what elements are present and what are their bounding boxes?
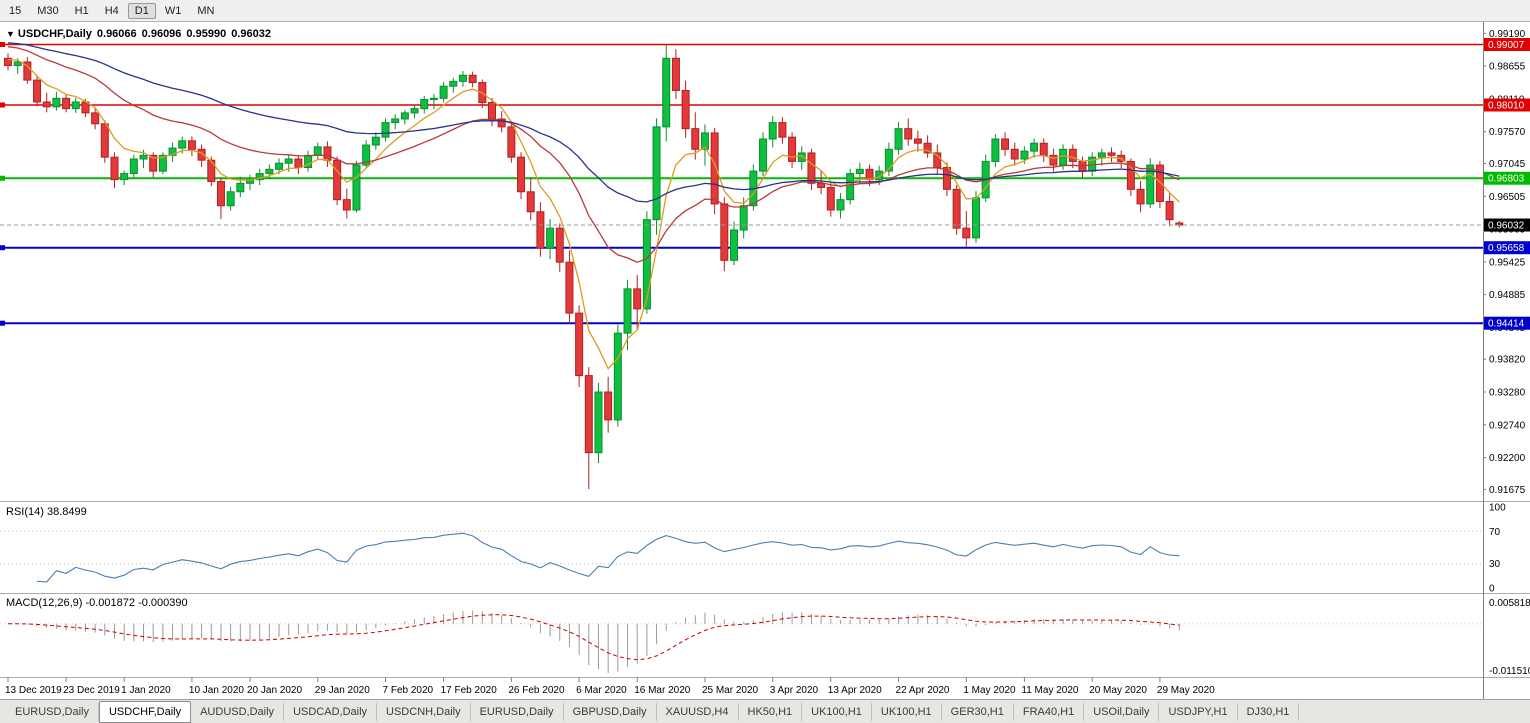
svg-text:1 Jan 2020: 1 Jan 2020 [121,685,171,696]
svg-text:0.93280: 0.93280 [1489,387,1526,398]
svg-text:25 Mar 2020: 25 Mar 2020 [702,685,759,696]
svg-text:13 Dec 2019: 13 Dec 2019 [5,685,62,696]
svg-text:17 Feb 2020: 17 Feb 2020 [441,685,498,696]
svg-text:30: 30 [1489,559,1501,570]
rsi-pane [0,530,1483,583]
symbol-label: USDCHF,Daily [17,28,92,40]
ohlc-close: 0.96032 [231,28,271,40]
timeframe-button-w1[interactable]: W1 [164,4,182,17]
macd-pane [0,610,1483,673]
svg-text:100: 100 [1489,503,1506,514]
svg-text:0.94414: 0.94414 [1488,319,1525,330]
horizontal-lines-layer[interactable] [0,42,1483,326]
time-axis[interactable]: 13 Dec 2019 23 Dec 2019 1 Jan 2020 10 Jan 2… [5,677,1215,696]
svg-text:-0.011510: -0.011510 [1489,666,1530,677]
timeframe-button-h4[interactable]: H4 [104,4,119,17]
svg-text:70: 70 [1489,527,1501,538]
svg-text:1 May 2020: 1 May 2020 [963,685,1016,696]
macd-signal-line [8,614,1180,661]
svg-text:23 Dec 2019: 23 Dec 2019 [63,685,120,696]
chart-tab-usdcnh-daily[interactable]: USDCNH,Daily [377,702,471,721]
ma-fast-line [7,58,1180,370]
chart-tab-gbpusd-daily[interactable]: GBPUSD,Daily [564,702,657,721]
timeframe-button-m30[interactable]: M30 [37,4,59,17]
candles-layer [4,44,1184,490]
chart-tab-audusd-daily[interactable]: AUDUSD,Daily [191,702,285,721]
chart-tab-usdcad-daily[interactable]: USDCAD,Daily [284,702,378,721]
svg-text:10 Jan 2020: 10 Jan 2020 [189,685,244,696]
timeframe-toolbar: 15 M30 H1 H4 D1 W1 MN [0,0,1530,22]
chart-tab-usdchf-daily[interactable]: USDCHF,Daily [98,700,192,723]
svg-text:0.99007: 0.99007 [1488,40,1525,51]
svg-text:11 May 2020: 11 May 2020 [1021,685,1079,696]
svg-text:29 May 2020: 29 May 2020 [1157,685,1215,696]
svg-text:0.98010: 0.98010 [1488,101,1525,112]
chart-tab-uk100-h1[interactable]: UK100,H1 [872,702,942,721]
chart-canvas[interactable]: 0.991900.986550.981100.975700.970450.965… [0,22,1530,699]
svg-text:0.98655: 0.98655 [1489,61,1526,72]
rsi-line [37,532,1180,583]
chart-tab-hk50-h1[interactable]: HK50,H1 [739,702,803,721]
chart-tab-eurusd-daily[interactable]: EURUSD,Daily [471,702,564,721]
symbol-ohlc-overlay: ▼ USDCHF,Daily 0.96066 0.96096 0.95990 0.9603… [6,28,276,40]
svg-text:0.95658: 0.95658 [1488,243,1525,254]
chart-tab-usdjpy-h1[interactable]: USDJPY,H1 [1159,702,1238,721]
ohlc-open: 0.96066 [96,28,137,40]
symbol-dropdown-icon[interactable]: ▼ [6,29,15,39]
svg-text:0.91675: 0.91675 [1489,485,1526,496]
timeframe-button-mn[interactable]: MN [197,4,215,17]
timeframe-button-15[interactable]: 15 [9,4,22,17]
chart-tab-uk100-h1[interactable]: UK100,H1 [802,702,872,721]
svg-text:6 Mar 2020: 6 Mar 2020 [576,685,627,696]
svg-text:26 Feb 2020: 26 Feb 2020 [508,685,565,696]
ohlc-low: 0.95990 [186,28,227,40]
timeframe-button-h1[interactable]: H1 [74,4,89,17]
svg-text:0.97045: 0.97045 [1489,159,1526,170]
chart-tab-xauusd-h4[interactable]: XAUUSD,H4 [657,702,739,721]
price-axis[interactable]: 0.991900.986550.981100.975700.970450.965… [1483,22,1530,699]
chart-tab-fra40-h1[interactable]: FRA40,H1 [1014,702,1085,721]
chart-area[interactable]: 0.991900.986550.981100.975700.970450.965… [0,22,1530,699]
svg-text:22 Apr 2020: 22 Apr 2020 [896,685,950,696]
ohlc-high: 0.96096 [141,28,182,40]
svg-text:20 Jan 2020: 20 Jan 2020 [247,685,302,696]
svg-text:0.005818: 0.005818 [1489,598,1530,609]
macd-indicator-label: MACD(12,26,9) -0.001872 -0.000390 [6,597,188,609]
svg-text:0.95425: 0.95425 [1489,257,1526,268]
svg-text:3 Apr 2020: 3 Apr 2020 [770,685,819,696]
svg-text:0: 0 [1489,584,1495,595]
svg-text:0.97570: 0.97570 [1489,127,1526,138]
svg-text:0.92740: 0.92740 [1489,420,1526,431]
timeframe-button-d1[interactable]: D1 [127,2,156,19]
chart-tab-dj30-h1[interactable]: DJ30,H1 [1238,702,1300,721]
chart-tab-ger30-h1[interactable]: GER30,H1 [942,702,1014,721]
svg-text:0.96032: 0.96032 [1488,221,1525,232]
svg-text:20 May 2020: 20 May 2020 [1089,685,1147,696]
ma-slow-line [7,42,1180,203]
rsi-indicator-label: RSI(14) 38.8499 [6,506,87,518]
svg-text:0.93820: 0.93820 [1489,355,1526,366]
chart-tabs-bar: EURUSD,Daily USDCHF,Daily AUDUSD,Daily USDC… [0,699,1530,723]
svg-text:0.99190: 0.99190 [1489,29,1526,40]
svg-text:7 Feb 2020: 7 Feb 2020 [383,685,434,696]
svg-text:29 Jan 2020: 29 Jan 2020 [315,685,370,696]
svg-text:0.92200: 0.92200 [1489,453,1526,464]
chart-tab-usoil-daily[interactable]: USOil,Daily [1084,702,1160,721]
svg-text:0.94885: 0.94885 [1489,290,1526,301]
ma-mid-line [7,46,1180,264]
chart-tab-eurusd-daily[interactable]: EURUSD,Daily [6,702,99,721]
svg-text:0.96505: 0.96505 [1489,192,1526,203]
svg-text:13 Apr 2020: 13 Apr 2020 [828,685,882,696]
price-level-labels[interactable]: 0.99007 0.98010 0.96803 0.95658 0.94414 0.960… [1484,38,1530,330]
svg-text:0.96803: 0.96803 [1488,174,1525,185]
svg-text:16 Mar 2020: 16 Mar 2020 [634,685,691,696]
